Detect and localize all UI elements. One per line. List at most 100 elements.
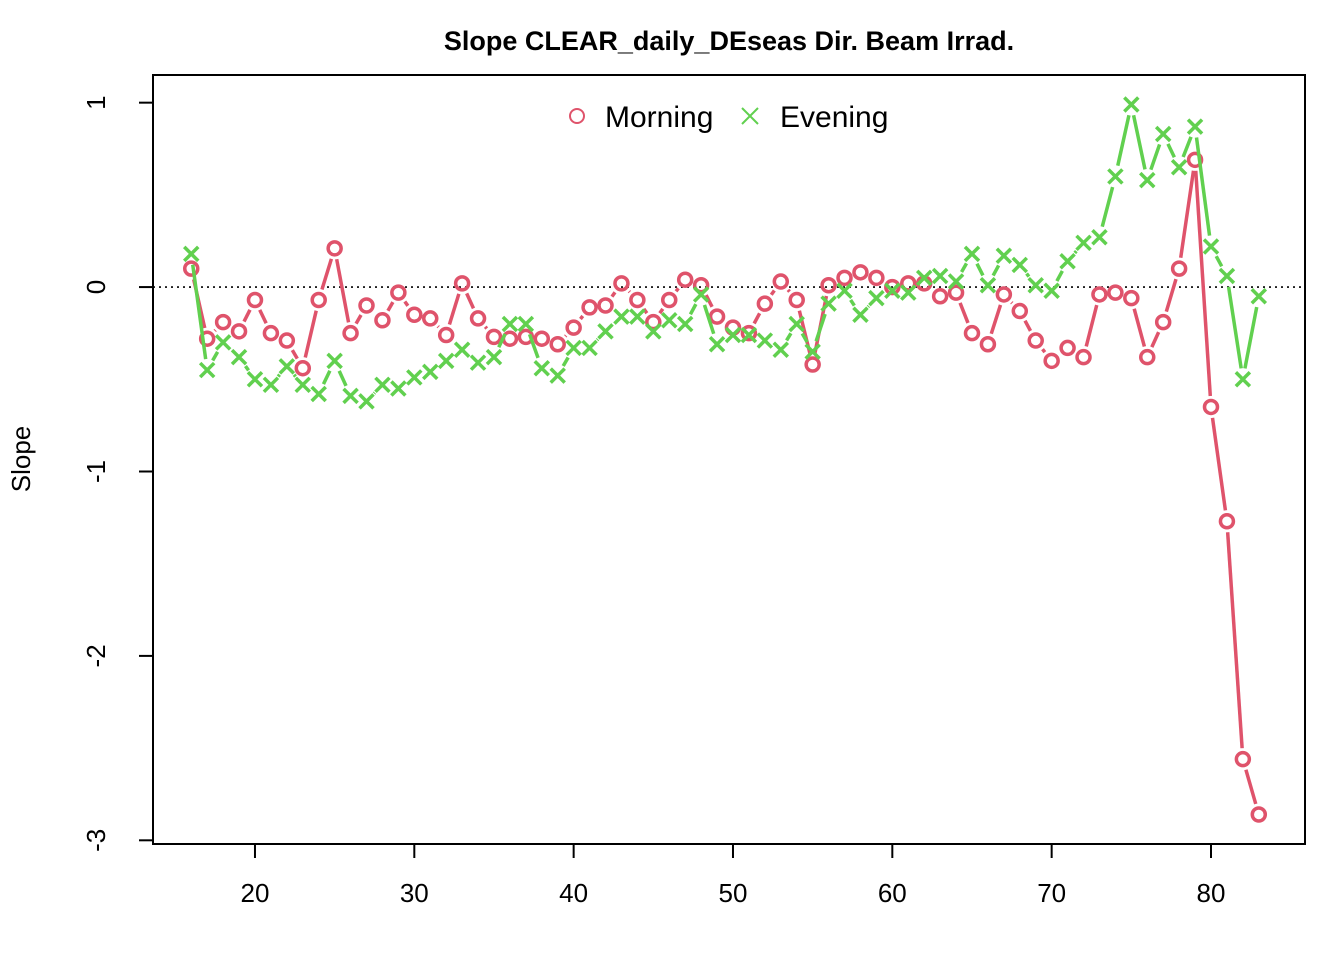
evening-point — [947, 273, 965, 290]
evening-line-segment — [866, 304, 871, 309]
x-tick-label: 60 — [878, 878, 907, 908]
evening-point — [995, 247, 1013, 264]
legend-evening-label: Evening — [780, 101, 888, 134]
evening-line-segment — [1025, 272, 1031, 278]
evening-line-segment — [1226, 286, 1243, 369]
morning-line-segment — [704, 294, 714, 308]
morning-point — [214, 313, 232, 331]
morning-line-segment — [1210, 417, 1228, 511]
morning-point — [565, 319, 582, 336]
evening-point — [645, 323, 662, 340]
evening-point — [1123, 96, 1140, 113]
morning-line-segment — [958, 302, 970, 324]
morning-point — [453, 275, 471, 292]
morning-point — [1170, 260, 1188, 277]
y-tick-label: -3 — [81, 829, 111, 852]
evening-line-segment — [1194, 137, 1212, 236]
evening-line-segment — [1214, 255, 1224, 268]
morning-line-segment — [1194, 170, 1213, 397]
morning-point — [772, 273, 790, 290]
morning-point — [262, 324, 280, 342]
evening-point — [1250, 288, 1268, 305]
evening-point — [1043, 282, 1060, 300]
evening-line-segment — [276, 373, 281, 378]
evening-line-segment — [244, 365, 250, 372]
evening-series — [183, 96, 1268, 410]
evening-point — [533, 359, 551, 377]
morning-point — [931, 288, 949, 305]
evening-point — [629, 308, 646, 325]
evening-line-segment — [497, 333, 507, 348]
morning-point — [852, 264, 869, 281]
morning-line-segment — [334, 258, 351, 323]
morning-point — [1186, 151, 1204, 169]
morning-point — [310, 291, 327, 309]
morning-point — [660, 291, 678, 309]
morning-point — [868, 269, 885, 287]
evening-point — [820, 295, 837, 312]
morning-line-segment — [674, 287, 680, 293]
morning-point — [900, 275, 917, 292]
morning-point — [358, 297, 375, 314]
evening-point — [836, 282, 853, 300]
evening-point — [230, 348, 248, 366]
legend-evening-symbol — [741, 107, 759, 125]
evening-point — [852, 306, 869, 323]
morning-line-segment — [320, 258, 334, 290]
evening-line-segment — [595, 338, 600, 342]
morning-line-segment — [1150, 331, 1161, 348]
evening-line-segment — [527, 333, 540, 359]
evening-line-segment — [1149, 143, 1162, 171]
evening-point — [422, 363, 439, 381]
x-tick-label: 50 — [719, 878, 748, 908]
morning-point — [182, 260, 200, 277]
evening-line-segment — [702, 304, 716, 335]
evening-line-segment — [1055, 270, 1064, 282]
evening-line-segment — [1166, 143, 1176, 159]
evening-point — [708, 336, 726, 353]
y-tick-label: 0 — [81, 280, 111, 294]
y-tick-label: 1 — [81, 95, 111, 109]
morning-point — [1059, 339, 1076, 357]
morning-point — [1091, 286, 1108, 303]
evening-line-segment — [1243, 306, 1259, 369]
evening-point — [183, 245, 200, 263]
evening-point — [724, 326, 742, 344]
morning-point — [1139, 348, 1156, 366]
evening-point — [214, 334, 232, 351]
evening-line-segment — [1116, 114, 1131, 167]
morning-line-segment — [1084, 304, 1099, 347]
evening-line-segment — [292, 373, 297, 378]
evening-line-segment — [337, 370, 348, 387]
morning-point — [246, 291, 264, 309]
morning-point — [1011, 302, 1029, 320]
morning-point — [390, 284, 407, 301]
evening-point — [884, 282, 901, 300]
morning-line-segment — [752, 312, 762, 325]
morning-point — [756, 295, 774, 312]
evening-point — [1218, 267, 1236, 285]
evening-point — [1139, 171, 1156, 189]
morning-point — [645, 313, 662, 331]
evening-point — [517, 315, 535, 333]
morning-line-segment — [579, 314, 585, 321]
morning-point — [326, 240, 343, 257]
evening-line-segment — [191, 264, 208, 360]
morning-point — [1107, 284, 1124, 301]
evening-point — [1170, 158, 1188, 176]
morning-point — [581, 299, 598, 316]
morning-point — [278, 332, 296, 349]
morning-point — [533, 330, 551, 347]
evening-point — [804, 343, 821, 360]
evening-line-segment — [1181, 136, 1193, 158]
evening-point — [772, 341, 790, 359]
evening-line-segment — [211, 351, 220, 362]
morning-point — [884, 278, 901, 296]
morning-point — [1154, 313, 1172, 331]
morning-line-segment — [1225, 532, 1244, 749]
evening-point — [597, 323, 614, 340]
evening-point — [374, 376, 391, 394]
morning-line-segment — [213, 328, 217, 332]
morning-point — [947, 284, 965, 301]
morning-point — [963, 324, 981, 342]
